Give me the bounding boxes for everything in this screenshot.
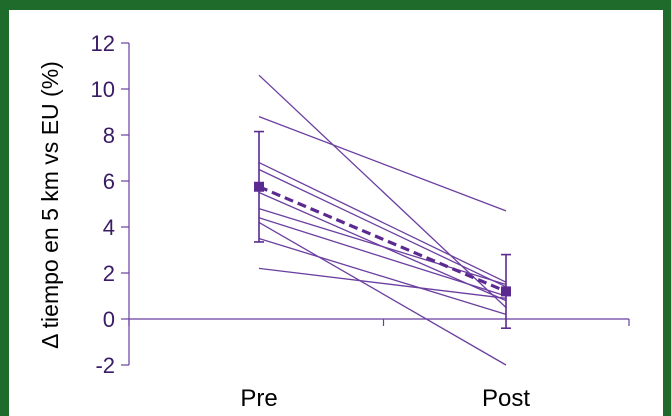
individual-line bbox=[258, 115, 507, 212]
y-tick-label: -2 bbox=[95, 353, 115, 378]
y-tick-label: 10 bbox=[91, 77, 115, 102]
individual-line bbox=[258, 162, 507, 283]
individual-line bbox=[258, 207, 507, 286]
y-tick-label: 4 bbox=[103, 215, 115, 240]
individual-line bbox=[258, 74, 507, 308]
individual-line bbox=[258, 267, 507, 299]
y-axis-title: Δ tiempo en 5 km vs EU (%) bbox=[37, 61, 63, 349]
y-tick-labels: -2 0 2 4 6 8 10 12 bbox=[91, 31, 115, 378]
x-category-labels: Pre Post bbox=[240, 385, 530, 412]
x-category-label: Post bbox=[482, 385, 530, 412]
y-tick-label: 8 bbox=[103, 123, 115, 148]
y-tick-label: 6 bbox=[103, 169, 115, 194]
y-tick-label: 0 bbox=[103, 307, 115, 332]
individual-line bbox=[258, 217, 507, 297]
mean-line bbox=[258, 185, 507, 293]
mean-point bbox=[501, 286, 511, 297]
y-tick-label: 2 bbox=[103, 261, 115, 286]
individual-line bbox=[258, 221, 507, 366]
y-tick-label: 12 bbox=[91, 31, 115, 56]
axes bbox=[121, 42, 630, 366]
mean-point bbox=[254, 181, 264, 192]
individual-line bbox=[258, 237, 507, 316]
x-category-label: Pre bbox=[240, 385, 277, 412]
individual-line bbox=[258, 168, 507, 288]
chart: -2 0 2 4 6 8 10 12 Pre Post Δ tiempo en 5 km vs … bbox=[37, 31, 630, 412]
chart-frame: -2 0 2 4 6 8 10 12 Pre Post Δ tiempo en 5 km vs … bbox=[9, 10, 663, 416]
mean-series bbox=[254, 130, 511, 330]
individual-lines bbox=[258, 74, 507, 366]
